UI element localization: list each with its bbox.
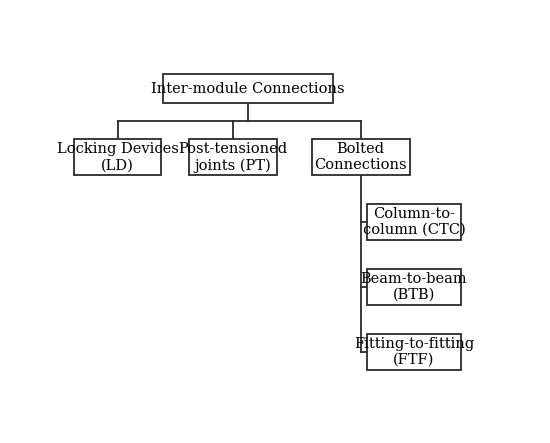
- Text: Post-tensioned
joints (PT): Post-tensioned joints (PT): [178, 142, 288, 172]
- FancyBboxPatch shape: [367, 204, 461, 240]
- Text: Inter-module Connections: Inter-module Connections: [151, 82, 345, 96]
- Text: Beam-to-beam
(BTB): Beam-to-beam (BTB): [361, 272, 468, 302]
- FancyBboxPatch shape: [312, 139, 410, 175]
- FancyBboxPatch shape: [367, 334, 461, 369]
- Text: Fitting-to-fitting
(FTF): Fitting-to-fitting (FTF): [354, 337, 474, 367]
- FancyBboxPatch shape: [189, 139, 277, 175]
- Text: Bolted
Connections: Bolted Connections: [315, 142, 407, 172]
- FancyBboxPatch shape: [367, 269, 461, 305]
- Text: Locking Devices
(LD): Locking Devices (LD): [57, 142, 179, 172]
- FancyBboxPatch shape: [74, 139, 162, 175]
- FancyBboxPatch shape: [163, 74, 333, 104]
- Text: Column-to-
column (CTC): Column-to- column (CTC): [362, 207, 465, 237]
